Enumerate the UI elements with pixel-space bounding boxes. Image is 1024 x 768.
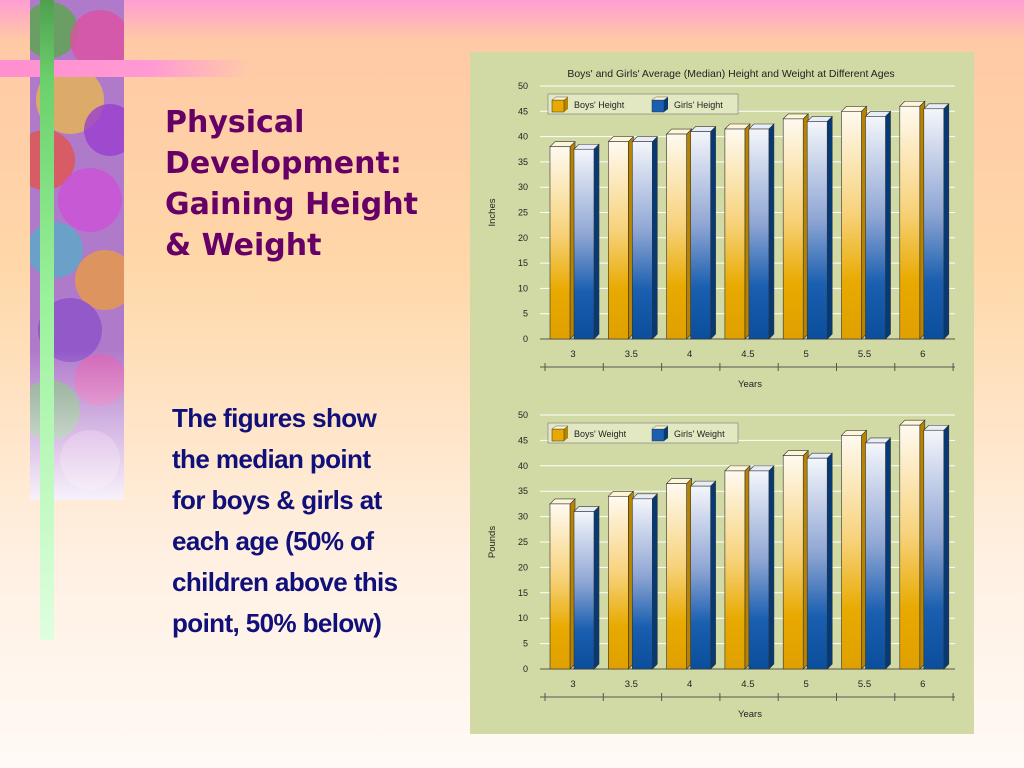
y-tick-label: 40	[518, 461, 528, 471]
bar-height-boys	[665, 128, 693, 340]
x-tick-label: 3.5	[625, 349, 638, 360]
x-tick-label: 3	[570, 679, 575, 690]
y-tick-label: 15	[518, 588, 528, 598]
y-tick-label: 20	[518, 562, 528, 572]
legend-entry: Girls' Weight	[674, 429, 725, 439]
bar-height-girls	[573, 143, 600, 340]
legend-entry: Girls' Height	[674, 100, 723, 110]
y-tick-label: 30	[518, 182, 528, 192]
legend-swatch	[551, 96, 569, 113]
bar-weight-girls	[923, 424, 950, 670]
body-line: the median point	[172, 444, 371, 474]
y-tick-label: 10	[518, 283, 528, 293]
x-tick-label: 5.5	[858, 679, 871, 690]
bar-height-girls	[748, 123, 775, 340]
y-axis-label: Inches	[487, 198, 498, 226]
y-tick-label: 15	[518, 258, 528, 268]
y-tick-label: 50	[518, 410, 528, 420]
bar-weight-boys	[665, 477, 693, 670]
body-line: each age (50% of	[172, 526, 374, 556]
y-tick-label: 25	[518, 208, 528, 218]
bar-height-girls	[806, 115, 833, 340]
y-tick-label: 25	[518, 537, 528, 547]
body-line: for boys & girls at	[172, 485, 382, 515]
y-tick-label: 40	[518, 132, 528, 142]
bar-height-girls	[689, 125, 717, 340]
decorative-green-bar	[40, 0, 54, 640]
x-tick-label: 3	[570, 349, 575, 360]
x-tick-label: 4.5	[741, 349, 754, 360]
x-tick-label: 5	[804, 349, 809, 360]
y-tick-label: 5	[523, 309, 528, 319]
bar-height-boys	[607, 135, 635, 340]
title-line: Physical	[165, 105, 305, 140]
height-chart: 0 5 10 15 20 25 30 35 40 45 50 3 3.5 4 4.5 5 5.5 6 Years In…	[487, 81, 955, 390]
decorative-pink-bar	[0, 60, 250, 77]
x-tick-label: 5	[804, 679, 809, 690]
bar-weight-boys	[549, 498, 576, 670]
bar-weight-boys	[899, 419, 926, 670]
y-tick-label: 45	[518, 435, 528, 445]
charts-svg: Boys' and Girls' Average (Median) Height…	[487, 68, 955, 720]
x-tick-label: 5.5	[858, 349, 871, 360]
y-tick-label: 0	[523, 664, 528, 674]
y-axis-label: Pounds	[487, 526, 498, 558]
bar-weight-boys	[840, 429, 868, 670]
chart-header: Boys' and Girls' Average (Median) Height…	[567, 68, 894, 80]
bar-height-boys	[899, 100, 926, 340]
y-tick-label: 45	[518, 106, 528, 116]
bar-weight-girls	[806, 452, 833, 670]
legend-swatch	[651, 425, 669, 442]
bar-height-girls	[631, 135, 659, 340]
legend-entry: Boys' Weight	[574, 429, 627, 439]
bar-height-girls	[864, 110, 892, 340]
title-line: Development:	[165, 146, 402, 181]
bar-weight-girls	[573, 505, 600, 670]
y-tick-label: 35	[518, 486, 528, 496]
bar-height-boys	[724, 123, 751, 340]
legend-swatch	[651, 96, 669, 113]
legend: Boys' Height Girls' Height	[547, 93, 739, 115]
slide-title: Physical Development: Gaining Height & W…	[165, 102, 465, 266]
x-tick-label: 6	[920, 349, 925, 360]
bar-height-girls	[923, 103, 950, 340]
bar-weight-boys	[607, 490, 635, 670]
slide-body-text: The figures show the median point for bo…	[172, 398, 452, 644]
legend-entry: Boys' Height	[574, 100, 625, 110]
bar-weight-girls	[864, 437, 892, 670]
legend: Boys' Weight Girls' Weight	[547, 422, 739, 444]
body-line: children above this	[172, 567, 398, 597]
x-axis-label: Years	[738, 709, 762, 720]
x-tick-label: 4	[687, 679, 692, 690]
bar-height-boys	[782, 113, 809, 340]
bar-weight-girls	[689, 480, 717, 670]
y-tick-label: 30	[518, 512, 528, 522]
x-tick-label: 3.5	[625, 679, 638, 690]
title-line: Gaining Height	[165, 187, 418, 222]
body-line: The figures show	[172, 403, 377, 433]
x-tick-label: 6	[920, 679, 925, 690]
bar-weight-boys	[724, 465, 751, 670]
x-tick-label: 4	[687, 349, 692, 360]
body-line: point, 50% below)	[172, 608, 382, 638]
y-tick-label: 0	[523, 334, 528, 344]
legend-swatch	[551, 425, 569, 442]
y-tick-label: 20	[518, 233, 528, 243]
x-tick-label: 4.5	[741, 679, 754, 690]
y-tick-label: 5	[523, 639, 528, 649]
y-tick-label: 10	[518, 613, 528, 623]
bar-weight-girls	[748, 465, 775, 670]
title-line: & Weight	[165, 228, 322, 263]
bar-weight-boys	[782, 449, 809, 670]
bar-weight-girls	[631, 493, 659, 670]
y-tick-label: 50	[518, 81, 528, 91]
y-tick-label: 35	[518, 157, 528, 167]
bar-height-boys	[549, 140, 576, 340]
x-axis-label: Years	[738, 379, 762, 390]
bar-height-boys	[840, 105, 868, 340]
weight-chart: 0 5 10 15 20 25 30 35 40 45 50 3 3.5 4 4.5 5 5.5 6 Years Po…	[487, 410, 955, 720]
chart-panel: Boys' and Girls' Average (Median) Height…	[470, 52, 974, 734]
